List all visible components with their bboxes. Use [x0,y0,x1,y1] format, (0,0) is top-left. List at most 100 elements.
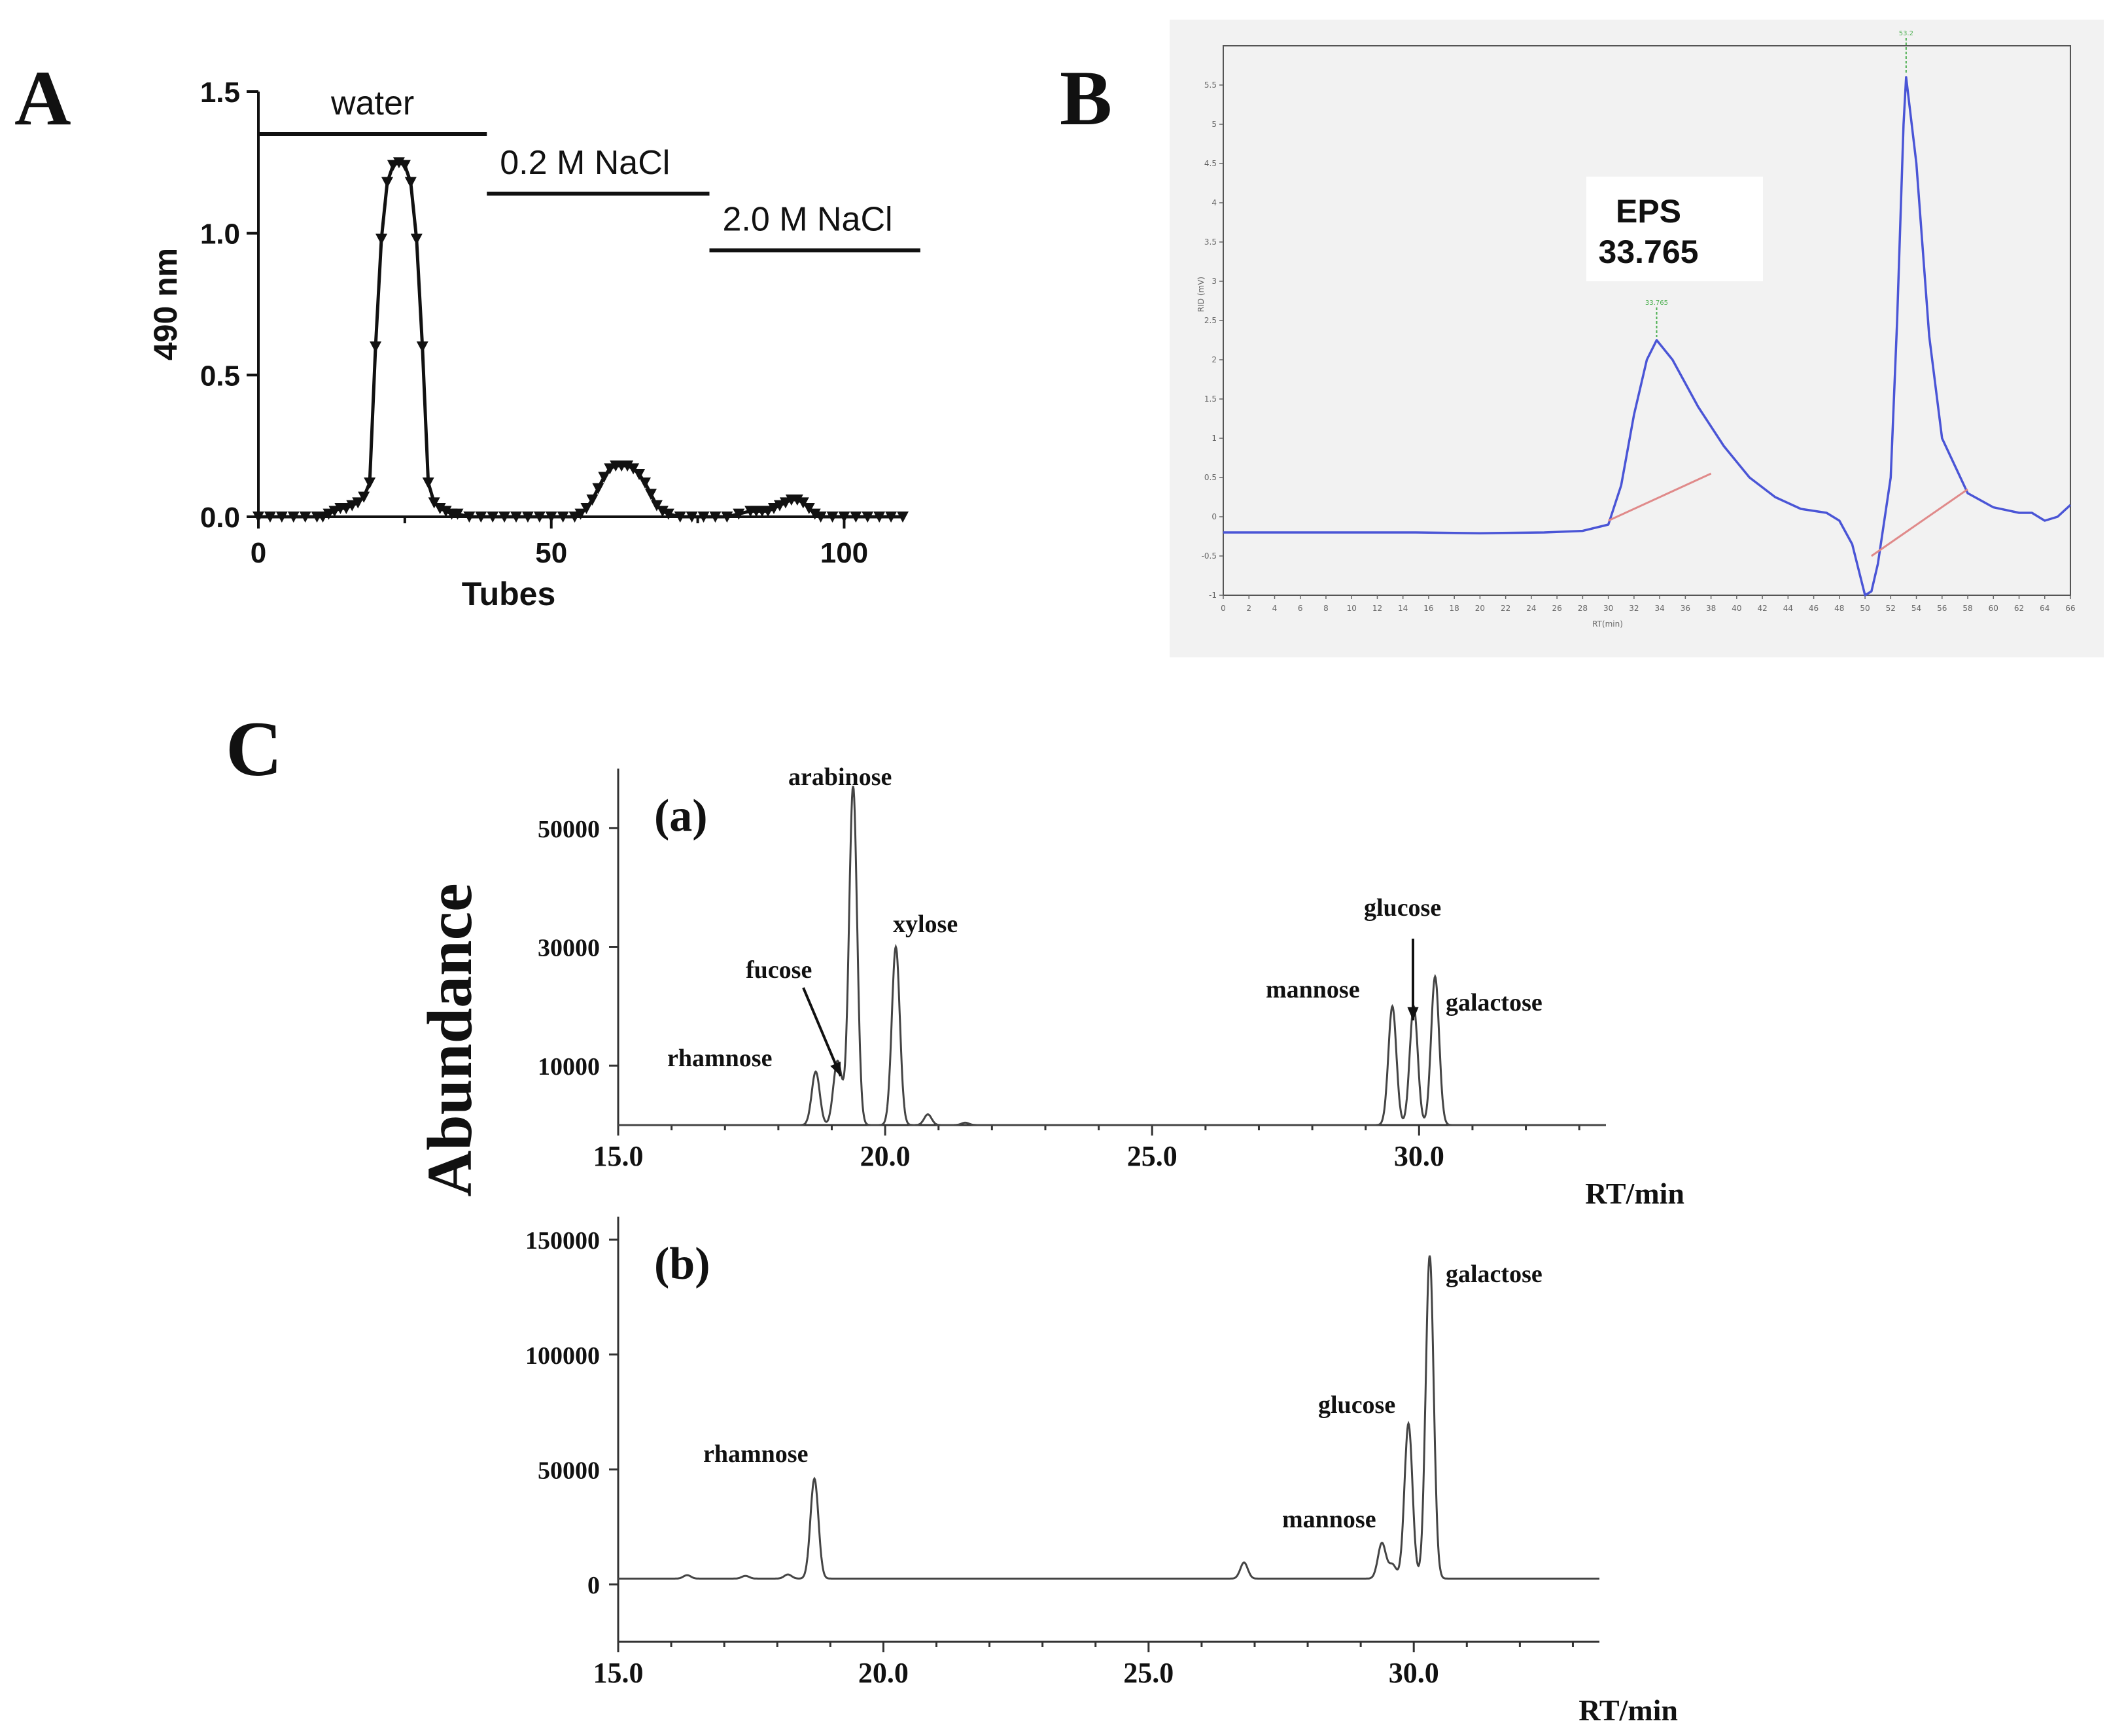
ca-peak-label: galactose [1446,989,1543,1016]
ca-peak-label: fucose [746,956,812,984]
cb-peak-label: rhamnose [703,1440,808,1468]
cb-peak-label: galactose [1446,1260,1543,1288]
ca-x-tick-label: 30.0 [1394,1140,1444,1172]
ca-x-tick-label: 25.0 [1127,1140,1177,1172]
a-data-point [733,508,745,520]
b-y-label: RID (mV) [1196,277,1206,312]
a-data-point [404,177,417,188]
ca-peak-label: glucose [1364,894,1441,922]
ca-y-tick-label: 10000 [538,1053,600,1081]
ca-y-tick-label: 30000 [538,935,600,962]
a-data-point [557,512,569,523]
ca-peak-arrowhead [1407,1007,1419,1020]
a-data-point [650,500,663,512]
a-data-point [803,503,815,514]
c-y-label: Abundance [415,883,485,1196]
a-data-point [639,477,651,489]
b-x-tick-label: 32 [1629,604,1639,613]
b-y-tick-label: -0.5 [1202,551,1217,561]
b-y-tick-label: 5 [1211,120,1217,129]
b-x-tick-label: 62 [2014,604,2024,613]
a-data-point [375,234,388,245]
b-y-tick-label: 0.5 [1204,473,1217,482]
a-data-point [275,512,288,523]
b-annotation-value: 33.765 [1599,234,1699,270]
b-x-tick-label: 44 [1783,604,1793,613]
a-data-point [381,177,393,188]
a-data-point [885,512,898,523]
ca-peak-label: arabinose [788,763,892,791]
a-x-tick-label: 100 [820,537,868,569]
a-data-point [451,508,464,520]
b-peak-label: 33.765 [1645,300,1668,307]
ca-peak-label: rhamnose [667,1045,772,1072]
b-x-tick-label: 50 [1860,604,1870,613]
b-x-tick-label: 22 [1501,604,1510,613]
a-x-tick-label: 0 [251,537,266,569]
a-x-tick-label: 50 [535,537,567,569]
b-x-tick-label: 8 [1323,604,1329,613]
a-data-point [392,157,405,169]
a-data-point [422,477,434,489]
a-data-point [873,512,886,523]
a-data-point [656,506,669,517]
a-data-point [364,477,376,489]
b-x-tick-label: 56 [1937,604,1947,613]
b-signal-line [1223,76,2072,597]
a-data-point [545,512,557,523]
a-data-point [358,491,370,503]
b-annotation-label: EPS [1616,193,1681,230]
panel-letter-b: B [1060,54,1112,141]
cb-y-tick-label: 100000 [525,1342,600,1370]
b-x-tick-label: 42 [1757,604,1767,613]
b-x-tick-label: 38 [1706,604,1716,613]
b-x-tick-label: 64 [2040,604,2049,613]
a-data-point [598,472,610,483]
cb-x-tick-label: 20.0 [858,1657,909,1689]
b-x-tick-label: 60 [1989,604,1998,613]
ca-x-label: RT/min [1585,1177,1684,1210]
ca-peak-label: mannose [1266,976,1360,1003]
a-data-point [791,495,803,506]
ca-peak-arrow [802,987,842,1077]
a-data-point [674,512,686,523]
b-x-tick-label: 20 [1475,604,1485,613]
b-peak-label: 53.2 [1899,30,1913,37]
a-data-point [498,512,511,523]
a-data-point [574,508,587,520]
a-y-tick-label: 1.5 [200,77,240,109]
b-x-tick-label: 0 [1221,604,1226,613]
a-data-point [475,512,487,523]
b-x-tick-label: 6 [1298,604,1303,613]
b-x-label: RT(min) [1592,619,1623,629]
b-x-tick-label: 16 [1423,604,1433,613]
b-y-tick-label: 0 [1211,512,1217,521]
panel-letter-c: C [226,705,283,792]
b-y-tick-label: 5.5 [1204,80,1217,90]
b-x-tick-label: 54 [1911,604,1921,613]
b-x-tick-label: 58 [1962,604,1972,613]
a-data-point [440,506,452,517]
a-data-point [533,512,546,523]
ca-peak-arrowhead [830,1062,841,1076]
cb-x-tick-label: 30.0 [1389,1657,1439,1689]
ca-x-tick-label: 20.0 [860,1140,911,1172]
b-x-tick-label: 52 [1886,604,1896,613]
ca-peak-label: xylose [893,911,958,938]
b-x-tick-label: 40 [1732,604,1741,613]
a-data-point [592,483,604,495]
a-data-point [253,512,264,523]
a-x-label: Tubes [462,576,556,612]
ca-y-tick-label: 50000 [538,816,600,843]
b-x-tick-label: 28 [1578,604,1588,613]
a-data-point [299,512,311,523]
cb-peak-label: glucose [1318,1391,1395,1419]
b-x-tick-label: 4 [1272,604,1278,613]
a-elution-label: 2.0 M NaCl [723,201,893,239]
a-data-point [633,469,646,480]
a-y-tick-label: 0.5 [200,360,240,392]
a-data-point [416,341,428,353]
b-x-tick-label: 36 [1681,604,1690,613]
cb-x-tick-label: 25.0 [1123,1657,1174,1689]
a-data-point [686,512,698,523]
